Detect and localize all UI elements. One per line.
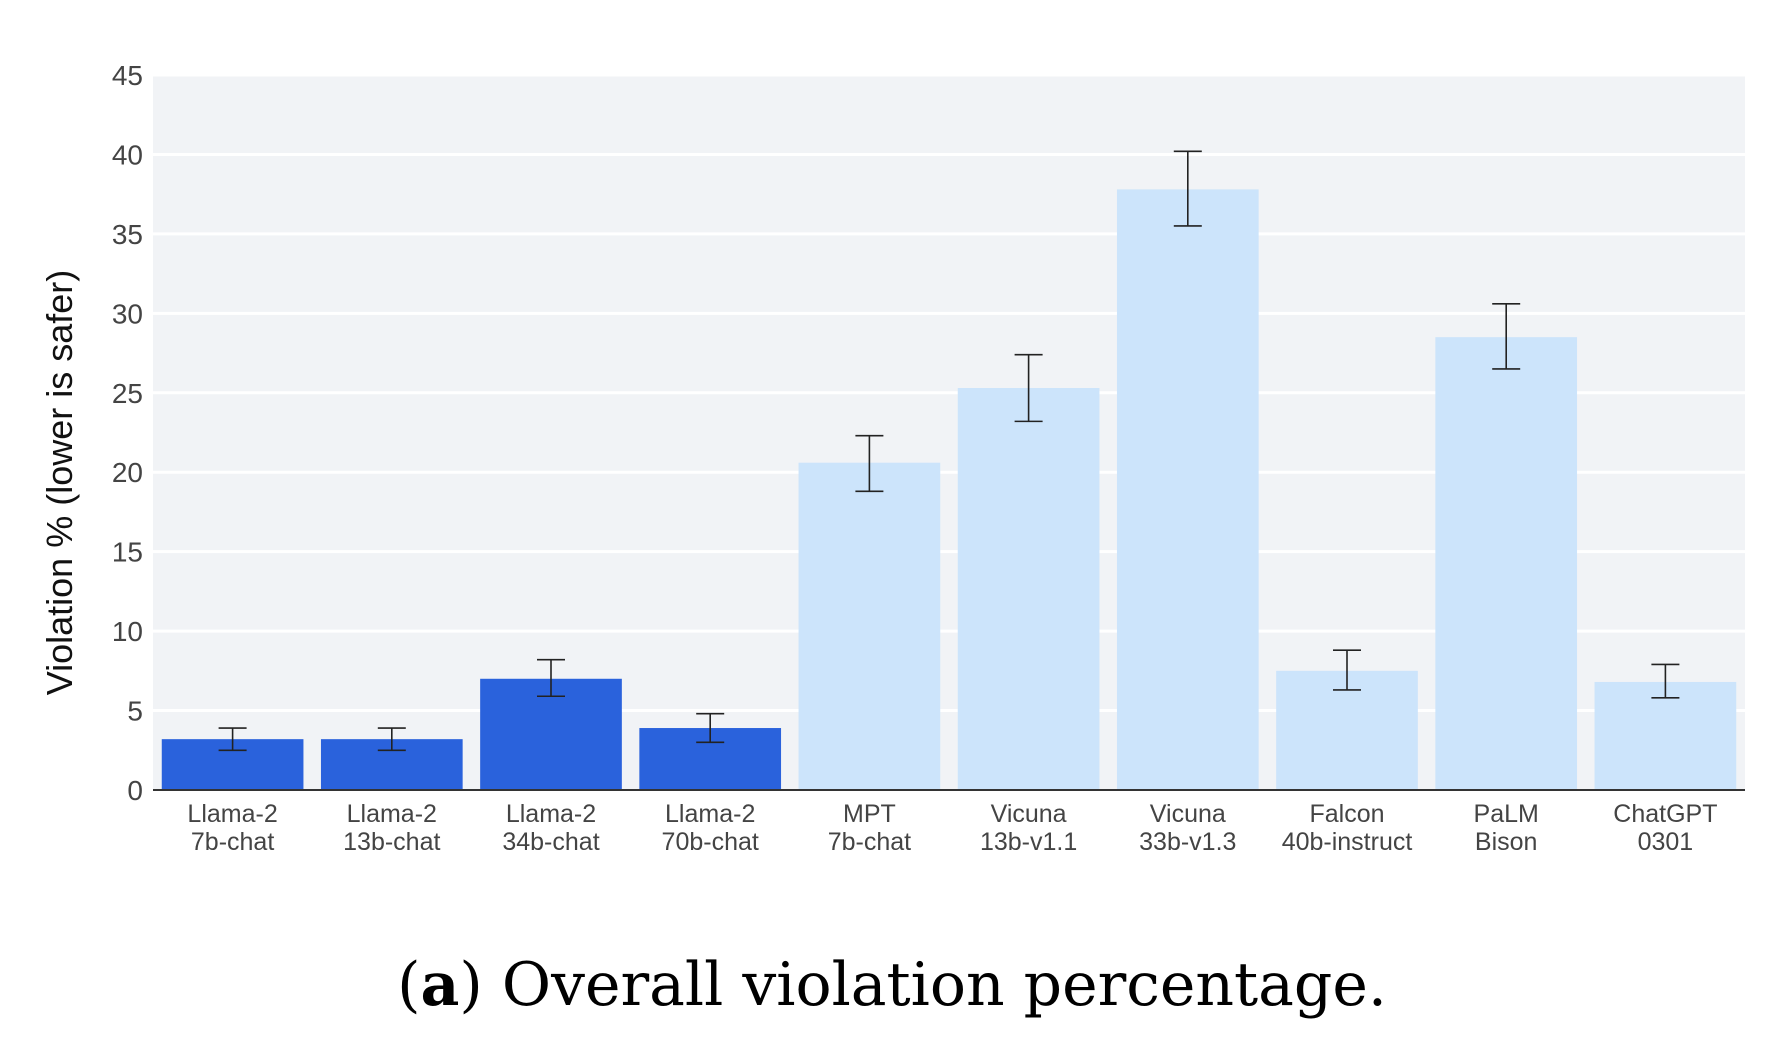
bar	[957, 388, 1100, 790]
error-bars	[218, 150, 1680, 752]
bar	[1116, 189, 1259, 790]
error-bar	[1333, 649, 1361, 691]
x-tick-label-line: ChatGPT	[1613, 800, 1717, 828]
y-tick-label: 45	[112, 60, 143, 91]
x-tick-label-line: Llama-2	[187, 800, 277, 828]
bar	[1594, 681, 1737, 790]
x-tick-label: Llama-2 13b-chat	[343, 800, 440, 856]
x-tick-label: Llama-2 7b-chat	[187, 800, 277, 856]
y-tick-label: 30	[112, 298, 143, 329]
error-bar	[218, 727, 247, 752]
x-tick-label: MPT 7b-chat	[828, 800, 911, 856]
bar	[480, 678, 622, 790]
bar	[798, 462, 941, 790]
x-tick-label: Vicuna 33b-v1.3	[1139, 800, 1236, 856]
x-tick-label-line: 7b-chat	[828, 828, 911, 856]
y-tick-label: 10	[112, 616, 143, 647]
y-tick-label: 40	[112, 139, 143, 170]
error-bar	[1492, 302, 1521, 370]
x-tick-label-line: Bison	[1475, 828, 1538, 856]
y-tick-label: 15	[112, 537, 143, 568]
error-bar	[696, 712, 725, 744]
error-bar	[1173, 150, 1202, 227]
y-tick-label: 0	[127, 775, 143, 806]
x-tick-label-line: Vicuna	[991, 800, 1067, 828]
x-tick-label-line: 0301	[1638, 828, 1694, 856]
x-tick-label: ChatGPT 0301	[1613, 800, 1717, 856]
x-tick-label: Falcon 40b-instruct	[1282, 800, 1413, 856]
y-tick-label: 5	[127, 696, 143, 727]
x-tick-label-line: Llama-2	[506, 800, 596, 828]
bars	[161, 189, 1737, 790]
gridlines	[153, 73, 1745, 713]
x-tick-label-line: 40b-instruct	[1282, 828, 1413, 856]
bar	[1435, 337, 1578, 790]
x-tick-label: Llama-2 34b-chat	[502, 800, 599, 856]
x-tick-label-line: MPT	[843, 800, 896, 828]
error-bar	[1014, 353, 1043, 423]
y-tick-label: 20	[112, 457, 143, 488]
x-tick-label: Llama-2 70b-chat	[662, 800, 759, 856]
y-axis-title: Violation % (lower is safer)	[39, 270, 80, 696]
x-tick-label-line: Llama-2	[347, 800, 437, 828]
x-tick-label-line: Vicuna	[1150, 800, 1226, 828]
x-tick-label-line: 70b-chat	[662, 828, 759, 856]
error-bar	[537, 658, 565, 698]
error-bar	[1651, 663, 1680, 699]
figure-caption: (a) Overall violation percentage.	[397, 950, 1387, 1020]
error-bar	[855, 434, 884, 493]
x-tick-label-line: 34b-chat	[502, 828, 599, 856]
x-tick-label-line: 13b-v1.1	[980, 828, 1077, 856]
x-tick-label-line: 13b-chat	[343, 828, 440, 856]
x-tick-label-line: PaLM	[1474, 800, 1539, 828]
y-tick-label: 25	[112, 378, 143, 409]
x-tick-label-line: 7b-chat	[191, 828, 274, 856]
x-tick-label-line: Falcon	[1309, 800, 1384, 828]
error-bar	[377, 727, 406, 752]
y-tick-label: 35	[112, 219, 143, 250]
x-tick-label: PaLM Bison	[1474, 800, 1539, 856]
y-tick-labels: 0 5 10 15 20 25 30 35 40 45	[112, 60, 143, 806]
x-tick-label-line: Llama-2	[665, 800, 755, 828]
caption-tag: a	[420, 950, 460, 1020]
caption-text: Overall violation percentage.	[501, 950, 1387, 1020]
x-tick-label-line: 33b-v1.3	[1139, 828, 1236, 856]
x-tick-label: Vicuna 13b-v1.1	[980, 800, 1077, 856]
